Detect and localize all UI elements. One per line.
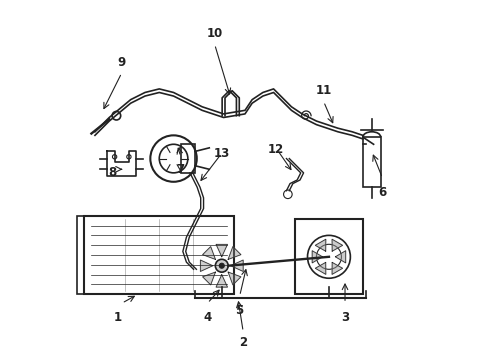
- Text: 11: 11: [316, 84, 332, 97]
- Polygon shape: [200, 260, 213, 271]
- Polygon shape: [216, 244, 227, 257]
- Text: 8: 8: [109, 166, 117, 179]
- Polygon shape: [335, 251, 346, 263]
- Polygon shape: [315, 239, 326, 251]
- Polygon shape: [332, 239, 343, 251]
- Polygon shape: [315, 262, 326, 274]
- Bar: [77, 216, 84, 294]
- Polygon shape: [202, 247, 216, 260]
- Polygon shape: [202, 272, 216, 285]
- Text: 10: 10: [206, 27, 223, 40]
- Polygon shape: [332, 262, 343, 274]
- Polygon shape: [231, 260, 243, 271]
- Circle shape: [220, 263, 224, 268]
- Polygon shape: [216, 275, 227, 287]
- Circle shape: [215, 259, 228, 272]
- Bar: [363, 137, 381, 187]
- Text: 13: 13: [214, 147, 230, 160]
- Text: 7: 7: [176, 163, 185, 176]
- Polygon shape: [228, 247, 241, 260]
- Text: 12: 12: [267, 143, 284, 156]
- Text: 9: 9: [118, 55, 126, 69]
- Bar: [295, 219, 363, 294]
- Polygon shape: [312, 251, 322, 263]
- Text: 5: 5: [236, 304, 244, 317]
- Text: 4: 4: [203, 311, 212, 324]
- Text: 1: 1: [114, 311, 122, 324]
- Text: 6: 6: [378, 186, 387, 199]
- Text: 3: 3: [341, 311, 349, 324]
- Bar: [181, 144, 195, 173]
- Polygon shape: [228, 272, 241, 285]
- Text: 2: 2: [239, 336, 247, 349]
- Bar: [84, 216, 234, 294]
